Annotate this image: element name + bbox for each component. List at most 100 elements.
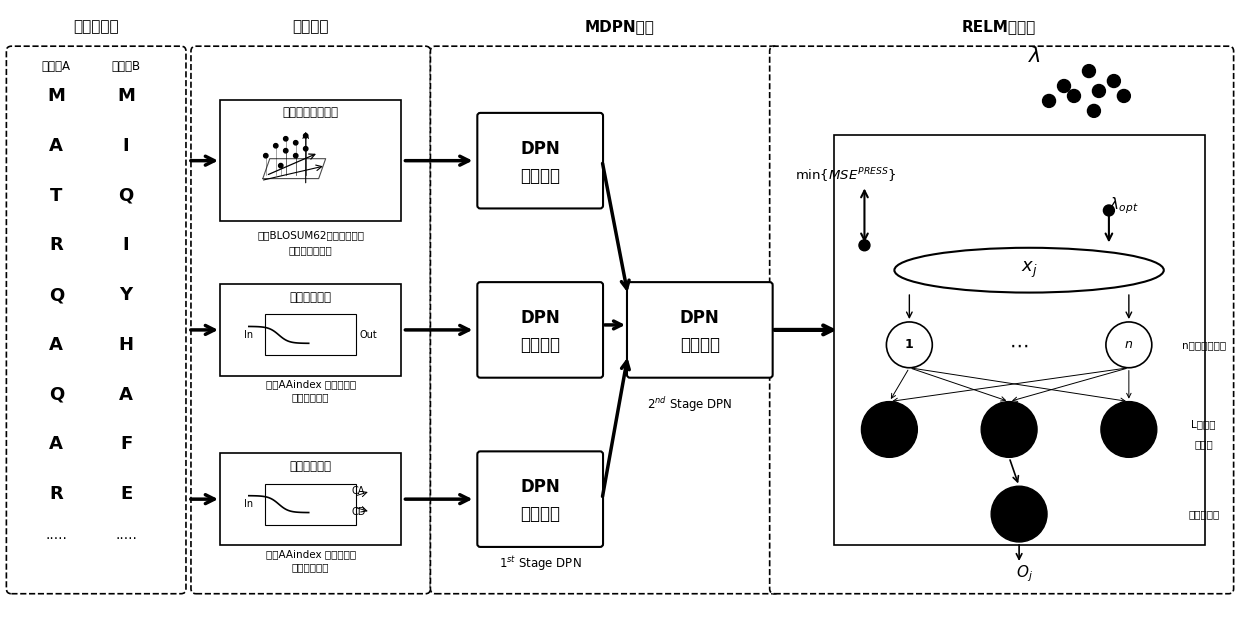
FancyBboxPatch shape — [833, 135, 1205, 545]
Text: L个隐藏: L个隐藏 — [1192, 420, 1216, 430]
Circle shape — [887, 322, 932, 368]
Text: 基于AAindex 矩阵的氨基: 基于AAindex 矩阵的氨基 — [265, 549, 356, 559]
Text: n个输入神经元: n个输入神经元 — [1182, 340, 1226, 350]
Text: R: R — [50, 236, 63, 254]
Text: CD: CD — [351, 507, 366, 517]
Text: Y: Y — [119, 286, 133, 304]
Text: $x_j$: $x_j$ — [1021, 260, 1038, 280]
Text: In: In — [244, 330, 253, 340]
Circle shape — [304, 133, 308, 138]
Text: ·····: ····· — [46, 532, 67, 546]
FancyBboxPatch shape — [430, 46, 780, 594]
Circle shape — [1083, 64, 1095, 78]
Circle shape — [264, 154, 268, 158]
Text: A: A — [50, 336, 63, 354]
Text: 蛋白质序列: 蛋白质序列 — [73, 19, 119, 33]
Circle shape — [1092, 84, 1105, 97]
Text: 突变率特征提取: 突变率特征提取 — [289, 246, 332, 255]
FancyBboxPatch shape — [477, 113, 603, 208]
Circle shape — [862, 402, 918, 458]
Circle shape — [274, 144, 278, 148]
Text: ·····: ····· — [115, 532, 138, 546]
Text: Q: Q — [48, 286, 64, 304]
Circle shape — [294, 141, 298, 145]
Text: 二维线性判别定律: 二维线性判别定律 — [283, 107, 339, 120]
Text: $\lambda_{opt}$: $\lambda_{opt}$ — [1109, 195, 1138, 216]
Text: F: F — [120, 435, 133, 453]
FancyBboxPatch shape — [219, 453, 402, 545]
Text: I: I — [123, 236, 129, 254]
FancyBboxPatch shape — [477, 451, 603, 547]
Text: 基本单元: 基本单元 — [680, 336, 720, 354]
Text: 基本单元: 基本单元 — [520, 505, 560, 523]
Text: 酸疏水性特征: 酸疏水性特征 — [291, 392, 330, 402]
Text: H: H — [119, 336, 134, 354]
Text: 输出神经元: 输出神经元 — [1188, 509, 1219, 519]
Text: A: A — [50, 435, 63, 453]
Text: $O_j$: $O_j$ — [1016, 564, 1033, 584]
Text: CA: CA — [352, 486, 366, 496]
Text: 基本单元: 基本单元 — [520, 167, 560, 185]
Ellipse shape — [894, 248, 1164, 293]
Text: DPN: DPN — [521, 309, 560, 327]
Text: DPN: DPN — [521, 140, 560, 157]
Text: M: M — [47, 87, 66, 105]
Circle shape — [1106, 322, 1152, 368]
Text: In: In — [244, 499, 253, 509]
Text: T: T — [50, 187, 62, 205]
Circle shape — [279, 164, 283, 168]
FancyBboxPatch shape — [265, 484, 356, 525]
Circle shape — [991, 486, 1047, 542]
Text: 1: 1 — [905, 339, 914, 352]
Circle shape — [1043, 94, 1055, 107]
Circle shape — [981, 402, 1037, 458]
Circle shape — [284, 149, 288, 153]
Text: Q: Q — [119, 187, 134, 205]
Circle shape — [859, 240, 870, 250]
Text: 基本单元: 基本单元 — [520, 336, 560, 354]
Text: $\cdots$: $\cdots$ — [940, 420, 959, 439]
Circle shape — [1104, 205, 1115, 216]
Text: E: E — [120, 485, 133, 503]
Text: I: I — [123, 137, 129, 155]
Text: 连续小波变换: 连续小波变换 — [290, 291, 331, 304]
Circle shape — [1117, 89, 1131, 102]
Circle shape — [304, 146, 308, 151]
Text: 神经元: 神经元 — [1194, 440, 1213, 450]
FancyBboxPatch shape — [477, 282, 603, 378]
Text: DPN: DPN — [521, 478, 560, 496]
FancyBboxPatch shape — [770, 46, 1234, 594]
Text: 蛋白质B: 蛋白质B — [112, 60, 140, 73]
Text: 离散小波变换: 离散小波变换 — [290, 460, 331, 473]
Circle shape — [1058, 79, 1070, 92]
Text: $1^{st}$ Stage DPN: $1^{st}$ Stage DPN — [498, 554, 582, 573]
FancyBboxPatch shape — [219, 100, 402, 221]
Text: 基于BLOSUM62矩阵的氨基酸: 基于BLOSUM62矩阵的氨基酸 — [257, 231, 365, 241]
Circle shape — [284, 136, 288, 141]
Circle shape — [1068, 89, 1080, 102]
Text: Q: Q — [48, 386, 64, 404]
FancyBboxPatch shape — [6, 46, 186, 594]
Circle shape — [1101, 402, 1157, 458]
Text: 基于AAindex 矩阵的氨基: 基于AAindex 矩阵的氨基 — [265, 379, 356, 389]
FancyBboxPatch shape — [265, 314, 356, 355]
Text: $2^{nd}$ Stage DPN: $2^{nd}$ Stage DPN — [647, 395, 733, 414]
Text: 蛋白质A: 蛋白质A — [42, 60, 71, 73]
Text: M: M — [117, 87, 135, 105]
FancyBboxPatch shape — [627, 282, 773, 378]
Text: $\cdots$: $\cdots$ — [1059, 420, 1079, 439]
Circle shape — [1087, 104, 1100, 117]
Text: A: A — [50, 137, 63, 155]
Text: Out: Out — [360, 330, 377, 340]
Text: A: A — [119, 386, 133, 404]
Text: MDPN编码: MDPN编码 — [585, 19, 655, 33]
Text: min{$MSE^{PRESS}$}: min{$MSE^{PRESS}$} — [795, 166, 897, 185]
Text: 特征提取: 特征提取 — [293, 19, 329, 33]
Circle shape — [294, 154, 298, 158]
Text: $\lambda$: $\lambda$ — [1028, 46, 1040, 66]
Text: R: R — [50, 485, 63, 503]
FancyBboxPatch shape — [191, 46, 430, 594]
Circle shape — [1107, 74, 1121, 87]
Text: $n$: $n$ — [1125, 339, 1133, 352]
Text: DPN: DPN — [680, 309, 719, 327]
